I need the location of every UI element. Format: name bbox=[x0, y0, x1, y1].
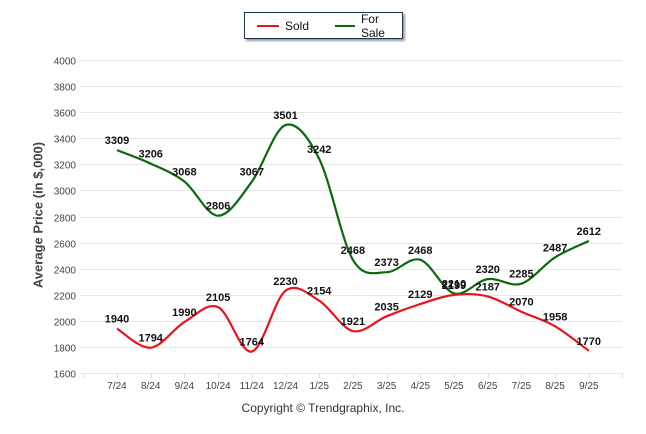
legend: Sold For Sale bbox=[244, 12, 403, 40]
y-tick-label: 1600 bbox=[54, 370, 77, 381]
data-label-sold: 2199 bbox=[442, 280, 466, 292]
x-tick-label: 8/25 bbox=[545, 381, 565, 392]
y-tick-label: 3200 bbox=[54, 161, 77, 172]
y-tick-label: 2000 bbox=[54, 318, 77, 329]
y-axis-ticks: 1600 1800 2000 2200 2400 2600 2800 3000 3200 3400… bbox=[54, 57, 77, 381]
data-label-sold: 1764 bbox=[240, 337, 265, 349]
data-label-sold: 2154 bbox=[307, 286, 332, 298]
data-label-for-sale: 3309 bbox=[105, 135, 129, 147]
legend-swatch-sold bbox=[257, 24, 279, 27]
data-label-for-sale: 3206 bbox=[138, 149, 162, 161]
y-tick-label: 4000 bbox=[54, 57, 77, 68]
x-tick-label: 7/25 bbox=[512, 381, 532, 392]
y-tick-label: 2600 bbox=[54, 240, 77, 251]
y-tick-label: 2400 bbox=[54, 266, 77, 277]
y-axis-title: Average Price (in $,000) bbox=[30, 141, 46, 289]
x-tick-label: 5/25 bbox=[444, 381, 464, 392]
x-tick-label: 8/24 bbox=[141, 381, 161, 392]
x-axis-ticks: 7/24 8/24 9/24 10/24 11/24 12/24 1/25 2/25 3/25 4… bbox=[84, 373, 623, 392]
data-label-for-sale: 3501 bbox=[273, 110, 297, 122]
series-line-for-sale bbox=[116, 123, 590, 295]
grid-lines bbox=[80, 60, 622, 374]
data-label-for-sale: 2487 bbox=[543, 242, 567, 254]
x-tick-label: 11/24 bbox=[240, 381, 265, 392]
legend-swatch-for-sale bbox=[335, 24, 355, 27]
y-tick-label: 2800 bbox=[54, 214, 77, 225]
data-label-for-sale: 2612 bbox=[577, 226, 601, 238]
data-label-for-sale: 3067 bbox=[240, 167, 264, 179]
data-label-for-sale: 3242 bbox=[307, 144, 331, 156]
x-tick-label: 7/24 bbox=[107, 381, 127, 392]
series-line-sold bbox=[116, 286, 590, 353]
x-tick-label: 2/25 bbox=[343, 381, 363, 392]
data-label-sold: 2129 bbox=[408, 289, 432, 301]
data-label-for-sale: 2806 bbox=[206, 201, 230, 213]
data-labels: 3309 3206 3068 2806 3067 3501 3242 2468 2373 2468… bbox=[105, 110, 601, 349]
data-label-sold: 1990 bbox=[172, 307, 196, 319]
x-tick-label: 6/25 bbox=[478, 381, 498, 392]
data-label-for-sale: 2285 bbox=[509, 269, 533, 281]
x-tick-label: 12/24 bbox=[273, 381, 298, 392]
x-tick-label: 9/25 bbox=[579, 381, 599, 392]
data-label-sold: 2187 bbox=[475, 281, 499, 293]
copyright-text: Copyright © Trendgraphix, Inc. bbox=[241, 401, 405, 415]
y-tick-label: 3000 bbox=[54, 187, 77, 198]
data-label-sold: 1794 bbox=[138, 333, 163, 345]
legend-item-for-sale[interactable]: For Sale bbox=[335, 12, 402, 40]
data-label-for-sale: 2320 bbox=[475, 264, 499, 276]
data-label-sold: 2035 bbox=[374, 301, 398, 313]
data-label-for-sale: 2210 bbox=[442, 278, 466, 290]
data-label-sold: 1770 bbox=[577, 336, 601, 348]
data-label-for-sale: 2468 bbox=[341, 245, 365, 257]
y-tick-label: 1800 bbox=[54, 344, 77, 355]
x-tick-label: 3/25 bbox=[377, 381, 397, 392]
legend-label-sold: Sold bbox=[285, 18, 310, 33]
data-label-for-sale: 3068 bbox=[172, 167, 196, 179]
data-label-sold: 1921 bbox=[341, 316, 365, 328]
y-tick-label: 3400 bbox=[54, 135, 77, 146]
data-label-for-sale: 2468 bbox=[408, 245, 432, 257]
x-tick-label: 9/24 bbox=[175, 381, 195, 392]
x-tick-label: 4/25 bbox=[411, 381, 431, 392]
data-label-sold: 2230 bbox=[273, 276, 297, 288]
x-tick-label: 1/25 bbox=[309, 381, 329, 392]
legend-label-for-sale: For Sale bbox=[360, 11, 385, 40]
series-lines bbox=[116, 123, 590, 353]
legend-item-sold[interactable]: Sold bbox=[257, 19, 309, 33]
y-tick-label: 3600 bbox=[54, 109, 77, 120]
y-tick-label: 3800 bbox=[54, 83, 77, 94]
y-tick-label: 2200 bbox=[54, 292, 77, 303]
data-label-for-sale: 2373 bbox=[374, 257, 398, 269]
x-tick-label: 10/24 bbox=[206, 381, 231, 392]
data-label-sold: 1958 bbox=[543, 311, 567, 323]
data-label-sold: 2070 bbox=[509, 297, 533, 309]
data-label-sold: 2105 bbox=[206, 292, 230, 304]
data-label-sold: 1940 bbox=[105, 314, 129, 326]
